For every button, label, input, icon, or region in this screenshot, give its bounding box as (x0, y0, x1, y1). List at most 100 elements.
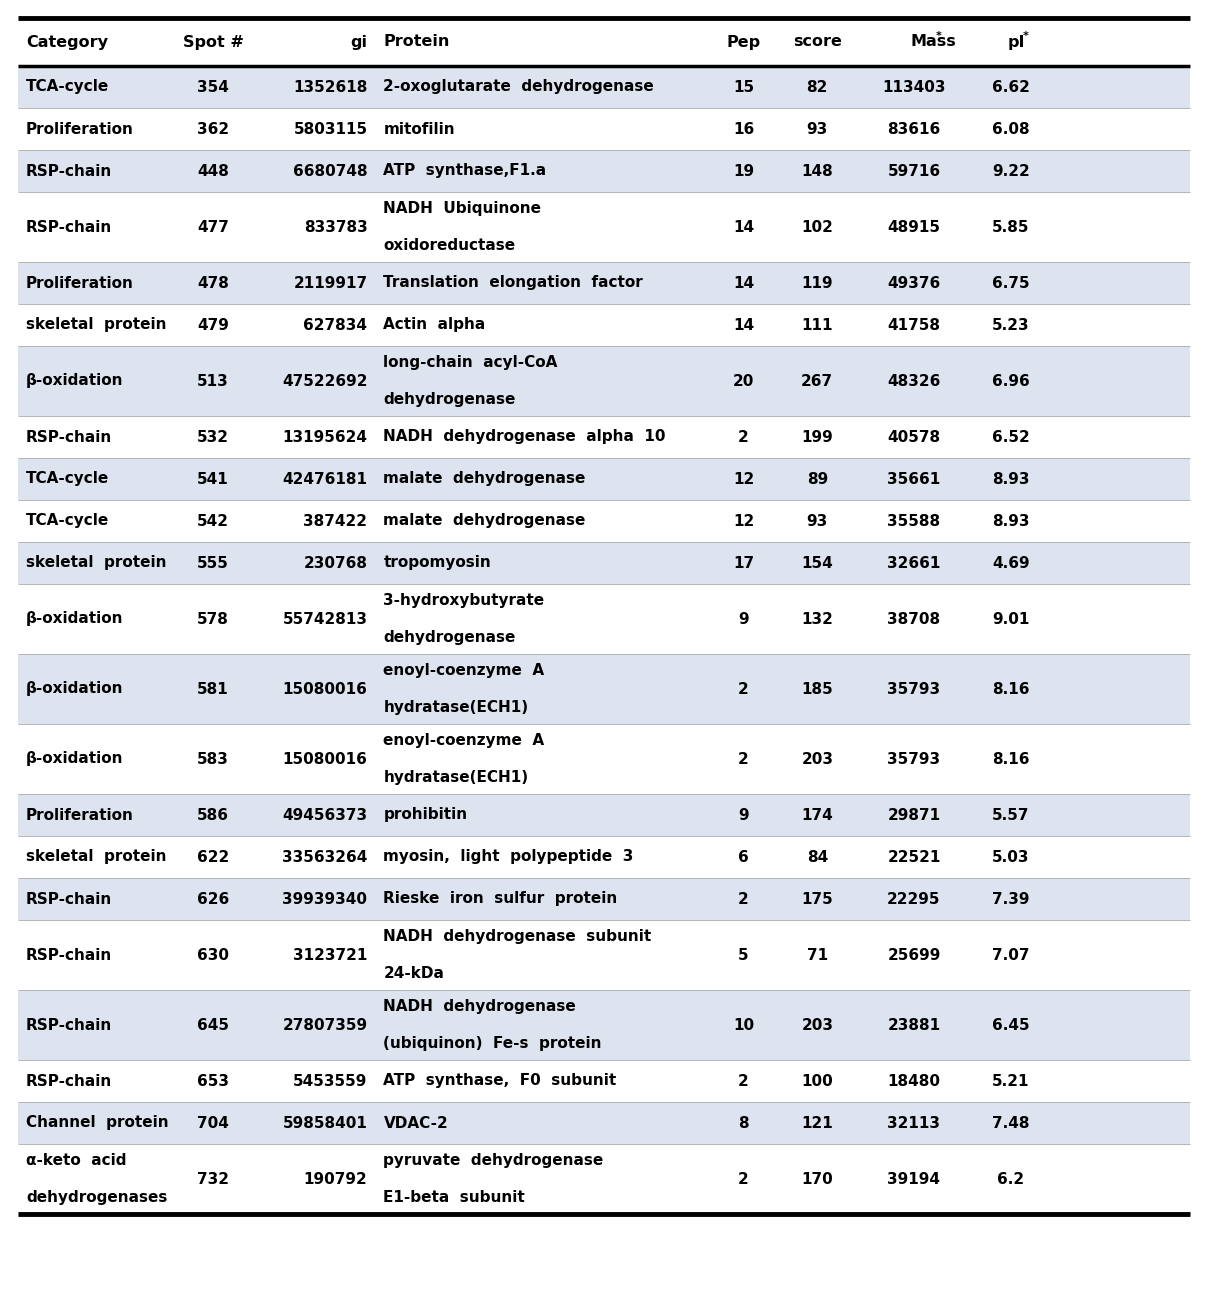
Text: Translation  elongation  factor: Translation elongation factor (383, 276, 643, 290)
Text: Spot #: Spot # (182, 34, 244, 50)
Text: dehydrogenase: dehydrogenase (383, 630, 516, 644)
Text: Channel  protein: Channel protein (27, 1115, 169, 1131)
Text: 622: 622 (197, 849, 230, 865)
Text: long-chain  acyl-CoA: long-chain acyl-CoA (383, 356, 558, 370)
Text: 148: 148 (801, 164, 834, 178)
Text: 8.93: 8.93 (992, 513, 1029, 529)
Text: 555: 555 (197, 555, 230, 571)
Text: VDAC-2: VDAC-2 (383, 1115, 448, 1131)
Text: 42476181: 42476181 (283, 471, 367, 487)
Text: dehydrogenase: dehydrogenase (383, 392, 516, 407)
Text: 15080016: 15080016 (283, 681, 367, 697)
Text: 93: 93 (807, 122, 827, 136)
Text: Protein: Protein (383, 34, 449, 50)
Text: 47522692: 47522692 (281, 374, 367, 388)
Text: β-oxidation: β-oxidation (27, 611, 123, 627)
Text: myosin,  light  polypeptide  3: myosin, light polypeptide 3 (383, 849, 634, 865)
Text: RSP-chain: RSP-chain (27, 891, 112, 907)
Bar (18, 416, 1190, 458)
Text: 7.07: 7.07 (992, 947, 1029, 963)
Text: 581: 581 (197, 681, 230, 697)
Text: 71: 71 (807, 947, 827, 963)
Text: 578: 578 (197, 611, 230, 627)
Text: 5.21: 5.21 (992, 1073, 1029, 1089)
Text: tropomyosin: tropomyosin (383, 555, 492, 571)
Text: *: * (936, 31, 942, 41)
Text: TCA-cycle: TCA-cycle (27, 80, 109, 94)
Text: RSP-chain: RSP-chain (27, 164, 112, 178)
Text: 203: 203 (801, 752, 834, 766)
Bar (18, 542, 1190, 584)
Text: 111: 111 (802, 318, 834, 332)
Text: 203: 203 (801, 1018, 834, 1033)
Text: NADH  dehydrogenase  subunit: NADH dehydrogenase subunit (383, 929, 651, 945)
Text: 542: 542 (197, 513, 230, 529)
Text: 49376: 49376 (888, 276, 941, 290)
Text: 541: 541 (197, 471, 230, 487)
Text: hydratase(ECH1): hydratase(ECH1) (383, 770, 529, 785)
Text: 2-oxoglutarate  dehydrogenase: 2-oxoglutarate dehydrogenase (383, 80, 655, 94)
Text: 19: 19 (733, 164, 754, 178)
Bar (18, 66, 1190, 108)
Text: RSP-chain: RSP-chain (27, 947, 112, 963)
Bar (18, 878, 1190, 920)
Text: 10: 10 (733, 1018, 754, 1033)
Text: 387422: 387422 (303, 513, 367, 529)
Text: 8.93: 8.93 (992, 471, 1029, 487)
Text: 14: 14 (733, 219, 754, 235)
Text: 22295: 22295 (887, 891, 941, 907)
Bar (18, 1060, 1190, 1102)
Text: (ubiquinon)  Fe-s  protein: (ubiquinon) Fe-s protein (383, 1035, 602, 1051)
Bar (18, 304, 1190, 346)
Text: 2: 2 (738, 752, 749, 766)
Text: NADH  Ubiquinone: NADH Ubiquinone (383, 201, 541, 216)
Text: 5: 5 (738, 947, 749, 963)
Bar (18, 653, 1190, 724)
Text: Pep: Pep (726, 34, 761, 50)
Text: 18480: 18480 (888, 1073, 941, 1089)
Text: 59716: 59716 (888, 164, 941, 178)
Text: 704: 704 (197, 1115, 230, 1131)
Text: 6.08: 6.08 (992, 122, 1029, 136)
Text: 630: 630 (197, 947, 230, 963)
Text: dehydrogenases: dehydrogenases (27, 1190, 168, 1204)
Text: 732: 732 (197, 1172, 230, 1186)
Text: ATP  synthase,F1.a: ATP synthase,F1.a (383, 164, 546, 178)
Text: 185: 185 (801, 681, 834, 697)
Text: 32661: 32661 (888, 555, 941, 571)
Bar (18, 18, 1190, 66)
Text: 82: 82 (807, 80, 827, 94)
Text: 39194: 39194 (888, 1172, 941, 1186)
Text: pyruvate  dehydrogenase: pyruvate dehydrogenase (383, 1153, 604, 1168)
Text: 14: 14 (733, 318, 754, 332)
Bar (18, 262, 1190, 304)
Text: 40578: 40578 (888, 429, 941, 445)
Text: 25699: 25699 (888, 947, 941, 963)
Text: 102: 102 (801, 219, 834, 235)
Text: 29871: 29871 (888, 807, 941, 823)
Text: 6.75: 6.75 (992, 276, 1029, 290)
Text: 4.69: 4.69 (992, 555, 1029, 571)
Text: 2: 2 (738, 891, 749, 907)
Text: RSP-chain: RSP-chain (27, 1073, 112, 1089)
Text: Proliferation: Proliferation (27, 122, 134, 136)
Bar (18, 920, 1190, 991)
Text: pI: pI (1007, 34, 1026, 50)
Text: RSP-chain: RSP-chain (27, 1018, 112, 1033)
Text: 8: 8 (738, 1115, 749, 1131)
Text: 9: 9 (738, 807, 749, 823)
Text: 833783: 833783 (303, 219, 367, 235)
Bar (18, 192, 1190, 262)
Text: enoyl-coenzyme  A: enoyl-coenzyme A (383, 733, 545, 748)
Text: β-oxidation: β-oxidation (27, 681, 123, 697)
Text: 6680748: 6680748 (292, 164, 367, 178)
Text: 7.39: 7.39 (992, 891, 1029, 907)
Text: 8.16: 8.16 (992, 681, 1029, 697)
Text: NADH  dehydrogenase: NADH dehydrogenase (383, 1000, 576, 1014)
Text: 2119917: 2119917 (294, 276, 367, 290)
Text: RSP-chain: RSP-chain (27, 429, 112, 445)
Text: prohibitin: prohibitin (383, 807, 467, 823)
Bar (18, 458, 1190, 500)
Text: ATP  synthase,  F0  subunit: ATP synthase, F0 subunit (383, 1073, 617, 1089)
Text: Actin  alpha: Actin alpha (383, 318, 486, 332)
